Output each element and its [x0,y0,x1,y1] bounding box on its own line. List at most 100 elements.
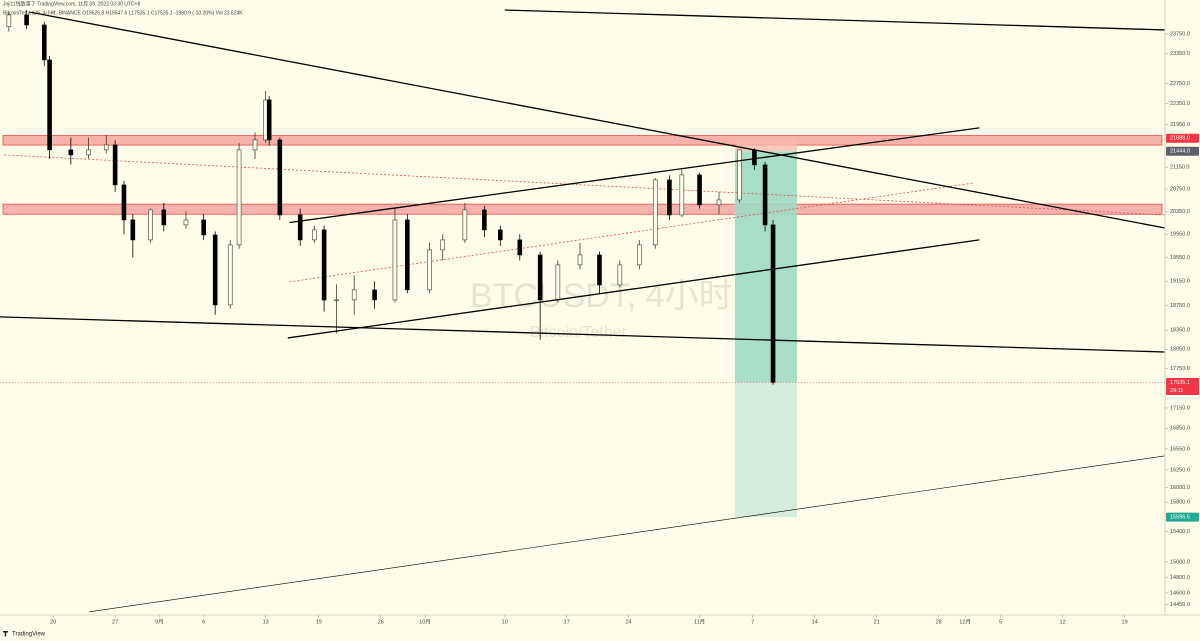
candle-body [597,254,602,286]
price-tag [1166,512,1199,522]
y-tick-label: 23750.0 [1170,31,1190,37]
candle-body [201,219,206,236]
candle-body [482,209,487,231]
x-tick-label: 6 [202,619,205,625]
candle-body [498,229,503,241]
candle-body [121,184,127,221]
x-tick-label: 12 [1060,619,1066,625]
y-tick-label: 21150.0 [1170,165,1189,171]
y-tick-label: 17750.0 [1170,366,1190,372]
candle-body [762,164,768,226]
zone [2,135,1163,146]
candle-body [148,209,153,241]
x-tick-label: 19 [316,619,322,625]
x-tick-label: 11月 [694,618,705,625]
candle-body [462,209,468,241]
candle-body [372,289,377,301]
candle-body [427,249,432,291]
candle-body [312,229,317,241]
candle-body [68,149,74,156]
candle-body [517,239,523,256]
price-tag [1166,377,1199,395]
x-tick-label: 12月 [959,618,971,625]
x-tick-label: 19 [1122,619,1128,625]
header: Joji11钱致富了 TradingView.com, 11月 09, 2022… [3,0,140,7]
candle-body [103,144,109,151]
y-tick-label: 14600.0 [1170,590,1190,596]
candle-body [24,14,29,26]
x-tick-label: 9月 [155,618,164,625]
y-tick-label: 16250.0 [1170,467,1190,473]
candle-body [41,24,47,61]
candle-body [679,174,685,216]
price-tag [1166,146,1199,156]
price-tag-label: 21444.0 [1170,149,1190,155]
footer [0,626,1200,641]
candle-body [716,199,722,206]
subheader: Bitcoin/TetherUS, 4小时, BINANCE O19526.8 … [3,9,243,16]
candle-body [652,179,658,246]
price-tag [1166,133,1199,143]
candle-body [112,144,118,186]
y-tick-label: 19550.0 [1170,255,1190,261]
x-tick-label: 5 [999,619,1002,625]
y-tick-label: 18050.0 [1170,347,1190,353]
candle-body [667,179,672,216]
y-tick-label: 16000.0 [1170,485,1190,491]
y-tick-label: 22750.0 [1170,81,1190,87]
x-tick-label: 13 [263,619,269,625]
y-tick-label: 16550.0 [1170,446,1190,452]
y-tick-label: 14800.0 [1170,575,1190,581]
y-tick-label: 19150.0 [1170,279,1190,285]
trend-line [0,316,1165,353]
candle-body [770,224,776,383]
candle-body [405,219,410,291]
y-tick-label: 15000.0 [1170,559,1190,565]
x-tick-label: 17 [564,619,570,625]
candle-body [334,299,339,301]
y-tick-label: 20350.0 [1170,209,1190,215]
plot [0,9,1165,613]
candle-body [236,149,242,246]
price-tag-label: 15596.5 [1170,515,1190,521]
x-tick-label: 20 [50,619,56,625]
candle-body [277,139,283,216]
brand[interactable]: TradingView [12,632,46,638]
countdown: 29:11 [1170,388,1183,394]
x-tick-label: 21 [874,619,880,625]
candle-body [537,254,543,301]
x-tick-label: 24 [626,619,632,625]
candle-body [351,289,357,301]
watermark-sub: Bitcoin/Tether [530,324,628,341]
candle-body [227,244,233,306]
y-tick-label: 14450.0 [1170,602,1190,608]
candle-body [637,244,642,266]
dotted-line [4,154,1165,216]
y-tick-label: 20750.0 [1170,187,1190,193]
candle-body [321,229,327,301]
candle-body [266,99,272,141]
x-tick-label: 27 [112,619,118,625]
brand-logo[interactable] [2,631,8,637]
trend-line [29,11,1165,229]
y-tick-label: 18350.0 [1170,328,1190,334]
candle-body [86,149,91,156]
y-tick-label: 16850.0 [1170,426,1190,432]
candle-body [297,214,303,241]
x-tick-label: 10月 [419,618,431,625]
candle-body [161,209,167,226]
candle-body [577,254,583,266]
y-tick-label: 23350.0 [1170,51,1190,57]
candle-body [440,239,446,251]
candle-body [392,219,398,301]
x-tick-label: 28 [936,619,942,625]
candle-body [737,149,742,201]
candle-body [555,264,561,301]
y-tick-label: 18750.0 [1170,303,1190,309]
position-risk [734,138,797,152]
candle-body [752,149,757,166]
candle-body [6,14,12,28]
zone [2,203,1163,215]
